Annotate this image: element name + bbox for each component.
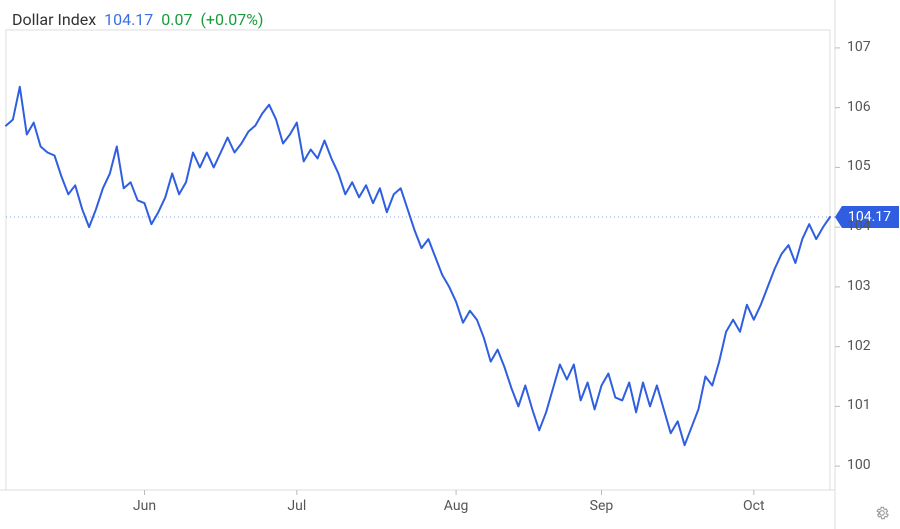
- y-tick-label: 102: [847, 338, 871, 354]
- y-tick-label: 106: [847, 99, 871, 115]
- x-tick-label: Sep: [590, 498, 614, 514]
- settings-button[interactable]: [874, 505, 890, 521]
- price-chart[interactable]: [0, 0, 900, 529]
- y-tick-label: 101: [847, 397, 871, 413]
- gear-icon: [874, 505, 890, 521]
- y-tick-label: 100: [847, 457, 871, 473]
- x-tick-label: Jul: [287, 498, 306, 514]
- y-tick-label: 103: [847, 278, 871, 294]
- x-tick-label: Jun: [133, 498, 156, 514]
- x-tick-label: Aug: [444, 498, 469, 514]
- x-tick-label: Oct: [743, 498, 765, 514]
- y-tick-label: 107: [847, 39, 871, 55]
- y-tick-label: 105: [847, 158, 871, 174]
- y-tick-label: 104: [847, 218, 871, 234]
- chart-svg: [0, 0, 900, 529]
